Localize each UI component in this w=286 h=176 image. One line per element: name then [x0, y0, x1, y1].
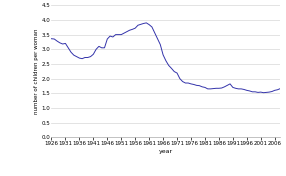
Y-axis label: number of children per woman: number of children per woman: [33, 29, 39, 114]
X-axis label: year: year: [159, 149, 173, 154]
